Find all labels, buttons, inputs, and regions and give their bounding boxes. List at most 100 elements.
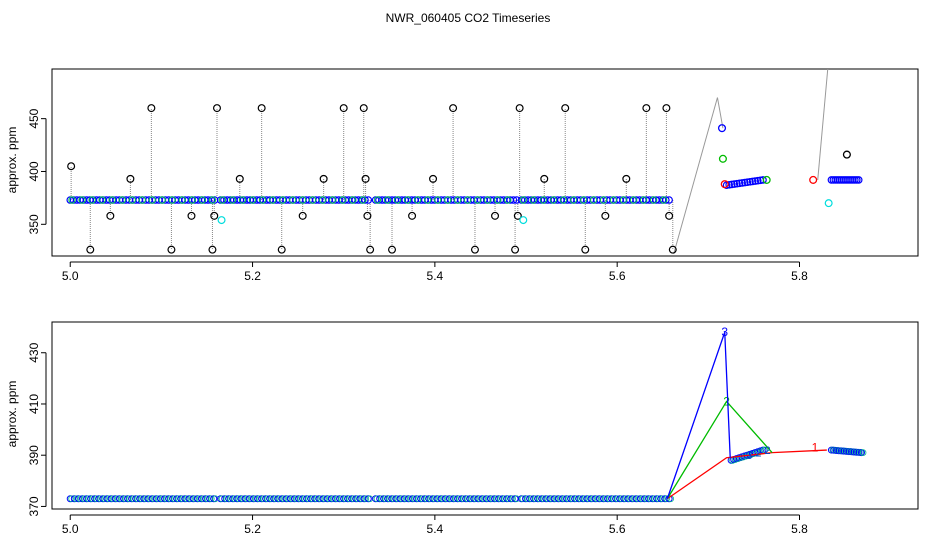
baseline-point-alt [117, 495, 125, 503]
baseline-point-alt [359, 196, 367, 204]
baseline-point-alt [207, 495, 215, 503]
baseline-point-alt [247, 495, 255, 503]
baseline-point-alt [276, 495, 283, 503]
baseline-point-alt [128, 196, 136, 204]
baseline-point-alt [559, 196, 568, 204]
baseline-point-alt [626, 495, 634, 503]
baseline-point-alt [463, 495, 471, 503]
baseline-point-alt [325, 495, 333, 503]
cluster-label: 2 [755, 448, 761, 460]
baseline-point-alt [97, 495, 104, 503]
baseline-point-alt [474, 196, 482, 204]
calibration-point [762, 175, 771, 184]
baseline-point-alt [576, 495, 584, 503]
spike-point [561, 104, 570, 113]
baseline-point-alt [158, 495, 166, 503]
baseline-point-alt [68, 495, 76, 503]
baseline-point-alt [133, 495, 141, 503]
post-point [738, 179, 746, 187]
baseline-point-alt [339, 196, 347, 204]
baseline-point-alt [280, 495, 288, 503]
spike-point [298, 211, 307, 220]
post-point [746, 178, 754, 186]
baseline-point-alt [548, 495, 556, 503]
baseline-point-alt [484, 495, 492, 503]
post-point [754, 176, 762, 185]
spike-point [470, 245, 479, 254]
baseline-point-alt [101, 495, 108, 503]
baseline-point-alt [272, 495, 279, 503]
baseline-point-alt [480, 495, 488, 503]
baseline-point-alt [288, 495, 296, 503]
baseline-point-alt [113, 495, 121, 503]
spike-point [515, 104, 524, 113]
baseline-point-alt [138, 196, 146, 204]
baseline-point-alt [259, 495, 267, 503]
baseline-point-alt [118, 196, 126, 204]
baseline-point-alt [579, 196, 588, 204]
baseline-point-alt [309, 196, 317, 204]
baseline-point-alt [78, 196, 86, 204]
baseline-point-alt [453, 196, 462, 204]
baseline-point-alt [333, 495, 341, 503]
baseline-point-alt [634, 495, 642, 503]
baseline-point-alt [488, 495, 496, 503]
baseline-point-alt [158, 196, 167, 204]
baseline-point-alt [476, 495, 484, 503]
baseline-point-alt [255, 495, 263, 503]
calibration-point [720, 180, 729, 189]
baseline-point-alt [198, 196, 207, 204]
baseline-point [509, 196, 518, 204]
baseline-point-alt [646, 495, 654, 503]
baseline-point-alt [138, 495, 145, 503]
baseline-point-alt [413, 196, 422, 204]
baseline-point-alt [638, 495, 646, 503]
x-tick-label: 5.4 [427, 522, 444, 536]
baseline-point-alt [319, 196, 327, 204]
spike-point [210, 211, 219, 220]
baseline-point-alt [589, 495, 597, 503]
baseline-point-alt [199, 495, 207, 503]
baseline-point-alt [622, 495, 629, 503]
baseline-point-alt [459, 495, 467, 503]
baseline-point-alt [317, 495, 324, 503]
baseline-point-alt [373, 196, 382, 204]
baseline-point-alt [329, 495, 337, 503]
baseline-point-alt [484, 196, 492, 204]
baseline-point-alt [504, 196, 512, 204]
baseline-point-alt [599, 196, 608, 204]
baseline-point-alt [146, 495, 154, 503]
baseline-point-alt [238, 196, 247, 204]
spike-point [212, 104, 221, 113]
baseline-point-alt [492, 495, 500, 503]
spike-point [665, 211, 674, 220]
baseline-point-alt [519, 196, 527, 204]
baseline-point-alt [239, 495, 247, 503]
baseline-point-alt [183, 495, 190, 503]
spike-point [187, 211, 196, 220]
baseline-point-alt [88, 495, 96, 503]
baseline-point-alt [298, 196, 307, 204]
spike-point [449, 104, 458, 113]
baseline-point-alt [211, 495, 219, 503]
baseline-point [662, 196, 670, 204]
baseline-point-alt [228, 196, 237, 204]
spike-point [363, 211, 372, 220]
baseline-point-alt [544, 495, 551, 503]
baseline-point-alt [504, 495, 512, 503]
spike-point [429, 174, 438, 183]
baseline-point-alt [539, 196, 548, 204]
baseline-point-alt [218, 495, 226, 503]
baseline-point-alt [88, 196, 96, 204]
baseline-point-alt [231, 495, 238, 503]
spike-point [167, 245, 176, 254]
baseline-point-alt [226, 495, 234, 503]
y-tick-label: 350 [27, 214, 41, 234]
baseline-point-alt [308, 495, 316, 503]
series-line-3 [666, 332, 731, 499]
spike-point [511, 245, 520, 254]
spike-point [208, 245, 217, 254]
baseline-point-alt [251, 495, 259, 503]
baseline-point-alt [422, 495, 430, 503]
spike-point [126, 174, 135, 183]
